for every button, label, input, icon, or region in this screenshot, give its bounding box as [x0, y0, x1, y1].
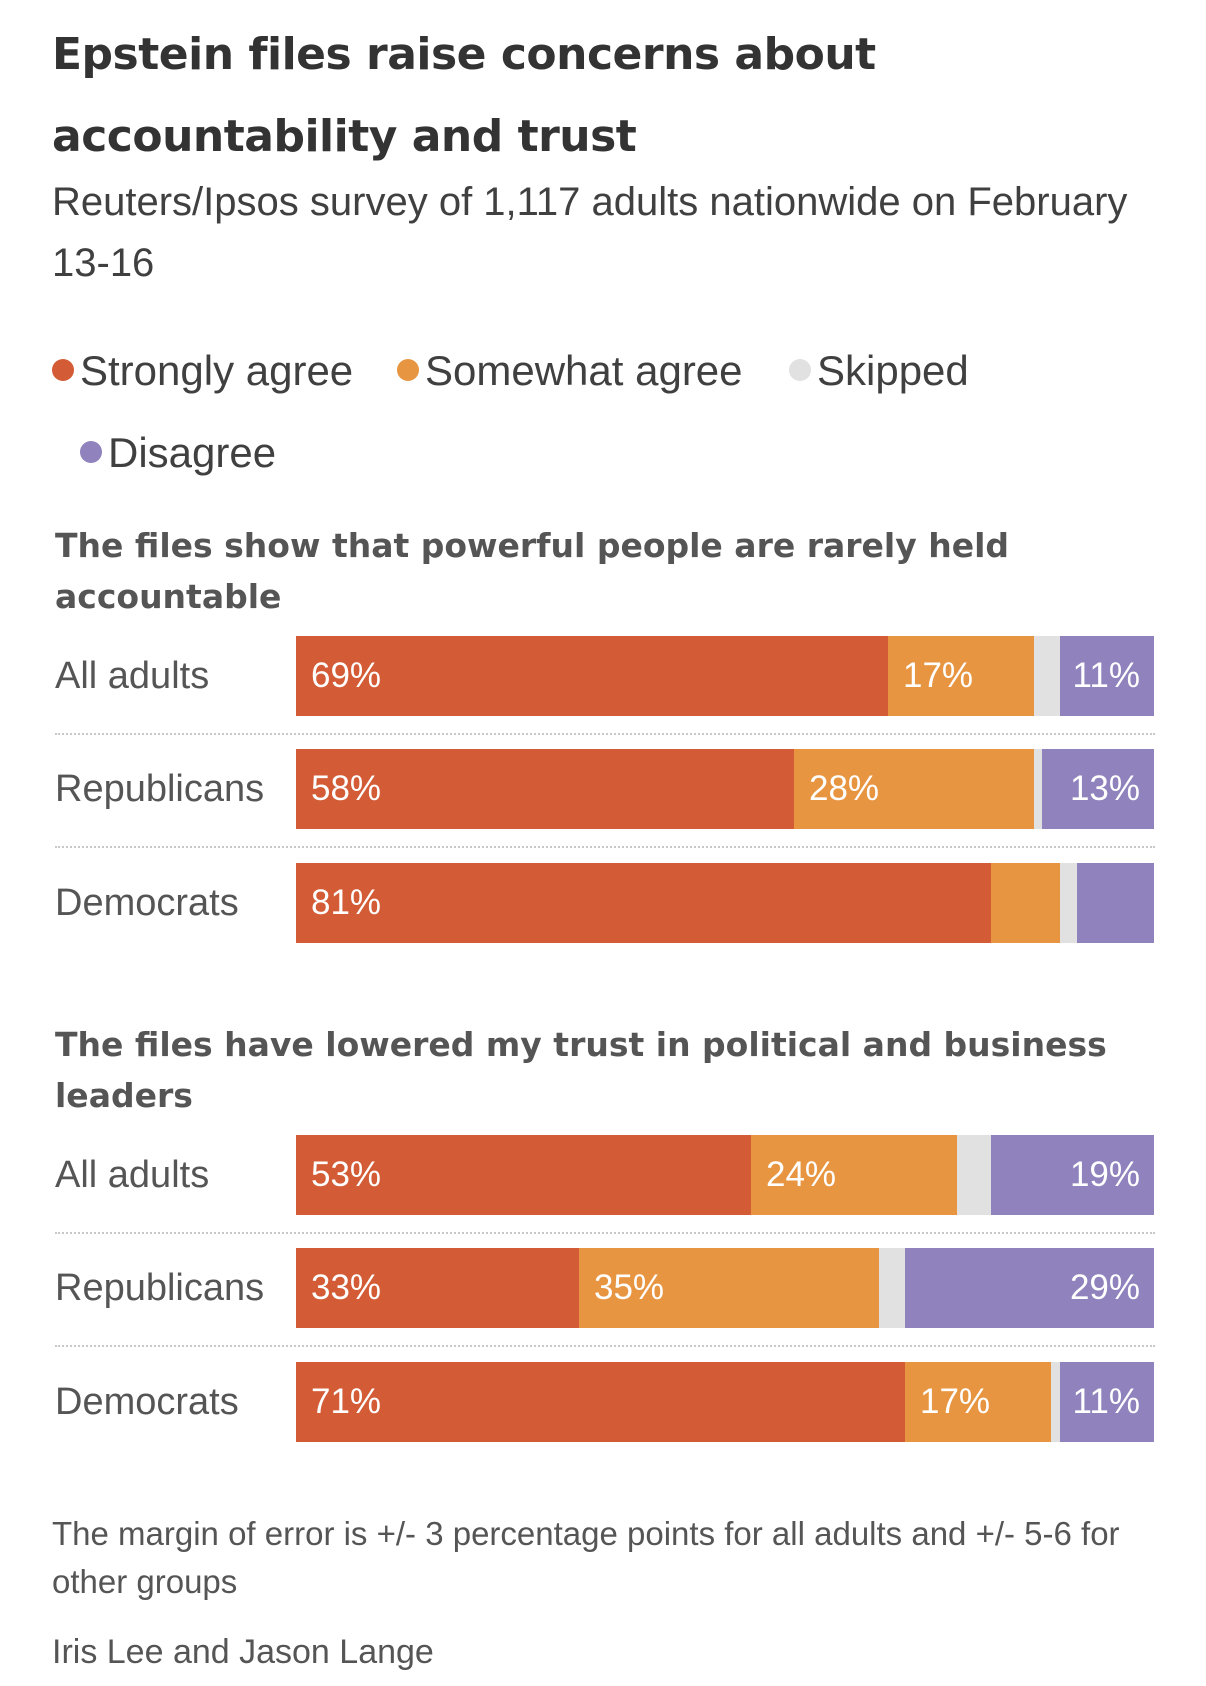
bar-segment-skipped — [879, 1248, 905, 1328]
data-label: 19% — [1069, 1155, 1140, 1194]
data-label: 28% — [809, 769, 880, 808]
bar-segment-somewhat-agree: 17% — [888, 636, 1034, 716]
legend-item-disagree: Disagree — [80, 423, 276, 483]
bar-segment-somewhat-agree — [991, 863, 1060, 943]
legend-item-strongly-agree: Strongly agree — [52, 341, 353, 401]
row-divider — [55, 1345, 1155, 1347]
legend-dot-disagree — [80, 440, 102, 463]
legend-dot-strongly-agree — [52, 358, 74, 381]
bar-segment-strongly-agree: 33% — [296, 1248, 579, 1328]
bar-segment-disagree: 13% — [1042, 749, 1154, 829]
bar-segment-skipped — [1060, 863, 1077, 943]
row-divider — [55, 1232, 1155, 1234]
category-label: Republicans — [55, 768, 265, 810]
legend-dot-somewhat-agree — [397, 358, 419, 381]
chart-2-title: The files have lowered my trust in polit… — [55, 1025, 1107, 1115]
legend-item-skipped: Skipped — [789, 341, 969, 401]
bar-segment-disagree — [1077, 863, 1154, 943]
bar-row-democrats: Democrats 81% — [0, 863, 1206, 943]
category-label: All adults — [55, 655, 210, 697]
stacked-bar: 58% 28% 13% — [296, 749, 1154, 829]
bar-segment-disagree: 19% — [991, 1135, 1154, 1215]
bar-row-all-adults: All adults 53% 24% 19% — [0, 1135, 1206, 1215]
bar-segment-disagree: 11% — [1060, 636, 1154, 716]
row-divider — [55, 846, 1155, 848]
stacked-bar: 81% — [296, 863, 1154, 943]
legend-label: Strongly agree — [80, 347, 354, 394]
bar-segment-strongly-agree: 71% — [296, 1362, 905, 1442]
data-label: 53% — [311, 1155, 382, 1194]
legend-item-somewhat-agree: Somewhat agree — [397, 341, 743, 401]
data-label: 81% — [311, 883, 382, 922]
bar-segment-strongly-agree: 58% — [296, 749, 794, 829]
data-label: 35% — [594, 1268, 665, 1307]
chart-1-title: The files show that powerful people are … — [55, 526, 1010, 616]
bar-row-democrats: Democrats 71% 17% 11% — [0, 1362, 1206, 1442]
row-divider — [55, 733, 1155, 735]
data-label: 17% — [903, 656, 974, 695]
data-label: 17% — [920, 1382, 991, 1421]
credit: Iris Lee and Jason Lange — [52, 1633, 434, 1671]
category-label: All adults — [55, 1154, 210, 1196]
data-label: 29% — [1069, 1268, 1140, 1307]
bar-segment-disagree: 11% — [1060, 1362, 1154, 1442]
stacked-bar: 33% 35% 29% — [296, 1248, 1154, 1328]
bar-segment-skipped — [1034, 636, 1060, 716]
bar-row-republicans: Republicans 58% 28% 13% — [0, 749, 1206, 829]
bar-segment-strongly-agree: 81% — [296, 863, 991, 943]
bar-segment-strongly-agree: 69% — [296, 636, 888, 716]
data-label: 58% — [311, 769, 382, 808]
bar-segment-somewhat-agree: 35% — [579, 1248, 879, 1328]
legend-label: Skipped — [817, 347, 969, 394]
bar-segment-strongly-agree: 53% — [296, 1135, 751, 1215]
bar-segment-somewhat-agree: 28% — [794, 749, 1034, 829]
category-label: Democrats — [55, 1381, 239, 1423]
legend: Strongly agree Somewhat agree Skipped Di… — [52, 341, 1152, 511]
bar-segment-somewhat-agree: 24% — [751, 1135, 957, 1215]
stacked-bar: 69% 17% 11% — [296, 636, 1154, 716]
legend-dot-skipped — [789, 358, 811, 381]
category-label: Republicans — [55, 1267, 265, 1309]
bar-segment-skipped — [1051, 1362, 1060, 1442]
data-label: 13% — [1069, 769, 1140, 808]
legend-label: Somewhat agree — [425, 347, 743, 394]
data-label: 24% — [766, 1155, 837, 1194]
bar-row-republicans: Republicans 33% 35% 29% — [0, 1248, 1206, 1328]
bar-segment-disagree: 29% — [905, 1248, 1154, 1328]
footnote: The margin of error is +/- 3 percentage … — [52, 1515, 1120, 1600]
chart-subtitle: Reuters/Ipsos survey of 1,117 adults nat… — [52, 180, 1128, 285]
bar-segment-somewhat-agree: 17% — [905, 1362, 1051, 1442]
stacked-bar: 71% 17% 11% — [296, 1362, 1154, 1442]
category-label: Democrats — [55, 882, 239, 924]
bar-row-all-adults: All adults 69% 17% 11% — [0, 636, 1206, 716]
data-label: 11% — [1072, 656, 1140, 695]
legend-label: Disagree — [108, 429, 277, 476]
data-label: 33% — [311, 1268, 382, 1307]
data-label: 69% — [311, 656, 382, 695]
chart-title: Epstein files raise concerns about accou… — [52, 29, 876, 162]
data-label: 71% — [311, 1382, 382, 1421]
bar-segment-skipped — [957, 1135, 991, 1215]
data-label: 11% — [1072, 1382, 1140, 1421]
stacked-bar: 53% 24% 19% — [296, 1135, 1154, 1215]
bar-segment-skipped — [1034, 749, 1042, 829]
